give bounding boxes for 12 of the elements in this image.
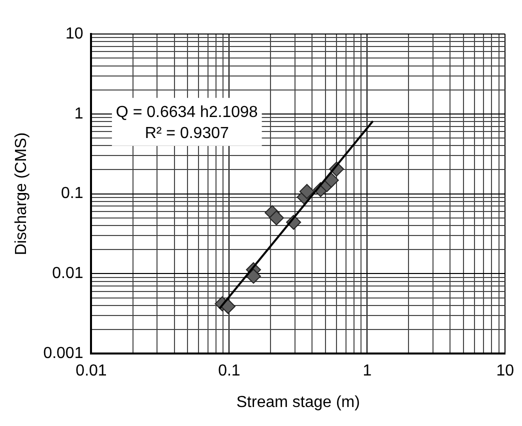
x-tick-label: 0.1 (218, 362, 240, 380)
y-tick-label: 1 (74, 105, 84, 122)
y-tick-label: 0.001 (43, 345, 84, 362)
y-tick-label: 0.1 (60, 185, 84, 202)
annotation: Q = 0.6634 h2.1098 (116, 104, 258, 121)
y-tick-label: 0.01 (52, 265, 84, 282)
x-axis-title: Stream stage (m) (236, 394, 360, 411)
x-tick-label: 1 (362, 362, 372, 380)
y-axis-title: Discharge (CMS) (13, 132, 30, 256)
x-tick-label: 10 (496, 362, 514, 380)
annotation: R² = 0.9307 (144, 124, 230, 142)
y-tick-label: 10 (65, 25, 84, 42)
